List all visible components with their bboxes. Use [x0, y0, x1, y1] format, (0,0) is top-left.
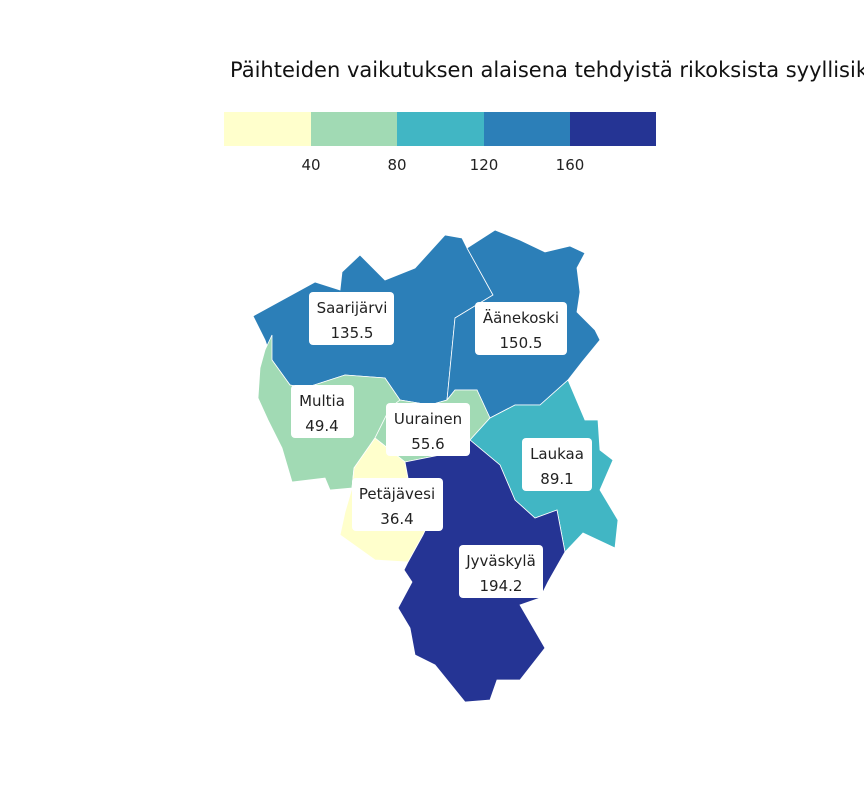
legend-tick-label: 120 [470, 156, 499, 174]
region-label-jyvaskyla: Jyväskylä 194.2 [459, 545, 543, 598]
label-box [522, 438, 592, 491]
region-name: Multia [299, 392, 345, 410]
region-label-laukaa: Laukaa 89.1 [522, 438, 592, 491]
map-title: Päihteiden vaikutuksen alaisena tehdyist… [230, 58, 864, 82]
region-value: 194.2 [480, 577, 523, 595]
region-name: Äänekoski [483, 308, 559, 327]
legend-tick-label: 160 [556, 156, 585, 174]
legend-tick-label: 80 [387, 156, 406, 174]
region-name: Uurainen [394, 410, 462, 428]
region-label-saarijarvi: Saarijärvi 135.5 [309, 292, 394, 345]
label-box [352, 478, 443, 531]
region-value: 36.4 [380, 510, 413, 528]
region-labels: Saarijärvi 135.5 Äänekoski 150.5 Multia … [291, 292, 592, 598]
region-name: Petäjävesi [359, 485, 435, 503]
region-label-petajavesi: Petäjävesi 36.4 [352, 478, 443, 531]
legend-swatch-0 [224, 112, 311, 146]
color-legend: 40 80 120 160 [224, 112, 656, 174]
region-name: Laukaa [530, 445, 584, 463]
region-label-multia: Multia 49.4 [291, 385, 354, 438]
label-box [386, 403, 470, 456]
region-value: 150.5 [500, 334, 543, 352]
region-value: 89.1 [540, 470, 573, 488]
label-box [459, 545, 543, 598]
label-box [309, 292, 394, 345]
legend-swatch-2 [397, 112, 484, 146]
region-value: 49.4 [305, 417, 338, 435]
legend-swatch-4 [570, 112, 656, 146]
legend-swatch-1 [311, 112, 397, 146]
legend-swatch-3 [484, 112, 570, 146]
region-label-uurainen: Uurainen 55.6 [386, 403, 470, 456]
region-label-aanekoski: Äänekoski 150.5 [475, 302, 567, 355]
region-name: Saarijärvi [317, 299, 388, 317]
region-name: Jyväskylä [465, 552, 536, 570]
label-box [475, 302, 567, 355]
region-value: 135.5 [331, 324, 374, 342]
label-box [291, 385, 354, 438]
legend-tick-label: 40 [301, 156, 320, 174]
region-value: 55.6 [411, 435, 444, 453]
